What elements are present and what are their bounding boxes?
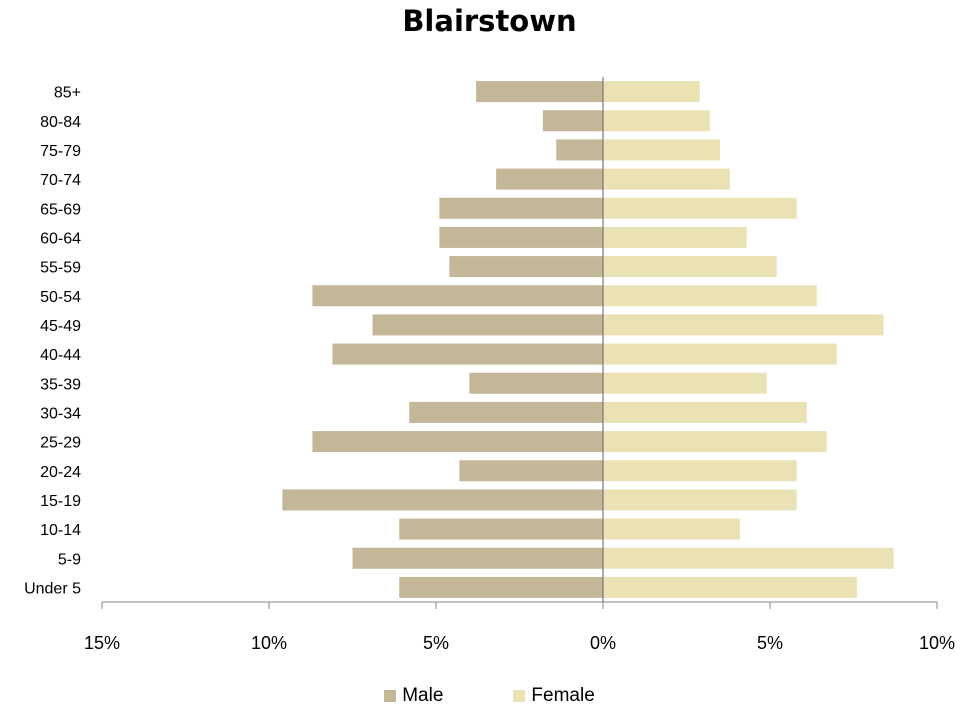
bar-male-20-24 <box>459 460 603 482</box>
y-tick-label: 20-24 <box>40 464 81 481</box>
bar-female-35-39 <box>603 372 767 394</box>
legend-swatch-male <box>384 690 397 702</box>
y-tick-label: 55-59 <box>40 260 81 277</box>
legend-swatch-female <box>513 690 526 702</box>
bar-female-5-9 <box>603 547 894 569</box>
bar-female-60-64 <box>603 226 747 248</box>
bar-female-65-69 <box>603 197 797 219</box>
x-tick-label: 5% <box>757 633 783 653</box>
bar-male-50-54 <box>312 285 603 307</box>
bar-male-80-84 <box>542 110 603 132</box>
y-tick-label: 60-64 <box>40 230 81 247</box>
y-tick-label: 50-54 <box>40 289 81 306</box>
bar-male-5-9 <box>352 547 603 569</box>
y-tick-label: 30-34 <box>40 405 81 422</box>
y-tick-label: 5-9 <box>58 551 81 568</box>
bar-female-85plus <box>603 81 700 103</box>
bar-male-65-69 <box>439 197 603 219</box>
bar-female-30-34 <box>603 401 807 423</box>
bar-female-under-5 <box>603 576 857 598</box>
bar-male-10-14 <box>399 518 603 540</box>
bar-male-35-39 <box>469 372 603 394</box>
y-tick-label: 80-84 <box>40 114 81 131</box>
bar-male-85plus <box>476 81 603 103</box>
bar-male-45-49 <box>372 314 603 336</box>
x-tick-label: 0% <box>590 633 616 653</box>
legend-item-female: Female <box>513 685 595 707</box>
y-tick-label: 75-79 <box>40 143 81 160</box>
bar-male-70-74 <box>496 168 603 190</box>
bar-female-40-44 <box>603 343 837 365</box>
y-tick-label: 15-19 <box>40 493 81 510</box>
y-tick-label: 70-74 <box>40 172 81 189</box>
y-tick-label: 25-29 <box>40 435 81 452</box>
y-tick-label: 10-14 <box>40 522 81 539</box>
bars-group <box>282 81 894 598</box>
bar-female-75-79 <box>603 139 720 161</box>
x-tick-label: 10% <box>919 633 955 653</box>
legend-label-female: Female <box>531 685 595 706</box>
bar-female-80-84 <box>603 110 710 132</box>
bar-female-50-54 <box>603 285 817 307</box>
x-axis-ticks: 15% 10% 5% 0% 5% 10% <box>84 602 955 653</box>
bar-male-75-79 <box>556 139 603 161</box>
y-tick-label: 65-69 <box>40 201 81 218</box>
y-tick-label: 85+ <box>54 85 81 102</box>
bar-female-10-14 <box>603 518 740 540</box>
bar-female-25-29 <box>603 431 827 453</box>
legend-label-male: Male <box>402 685 444 706</box>
y-axis-labels: 85+ 80-84 75-79 70-74 65-69 60-64 55-59 50-54 45… <box>24 85 81 598</box>
x-tick-label: 15% <box>84 633 120 653</box>
bar-male-15-19 <box>282 489 603 511</box>
x-tick-label: 10% <box>251 633 287 653</box>
bar-male-30-34 <box>409 401 603 423</box>
y-tick-label: 40-44 <box>40 347 81 364</box>
bar-male-25-29 <box>312 431 603 453</box>
bar-female-55-59 <box>603 256 777 278</box>
bar-male-55-59 <box>449 256 603 278</box>
bar-male-under-5 <box>399 576 603 598</box>
bar-female-20-24 <box>603 460 797 482</box>
chart-title: Blairstown <box>402 4 577 38</box>
bar-female-15-19 <box>603 489 797 511</box>
x-tick-label: 5% <box>423 633 449 653</box>
bar-female-70-74 <box>603 168 730 190</box>
legend-item-male: Male <box>384 685 443 707</box>
bar-female-45-49 <box>603 314 884 336</box>
y-tick-label: Under 5 <box>24 580 81 597</box>
bar-male-40-44 <box>332 343 603 365</box>
y-tick-label: 35-39 <box>40 376 81 393</box>
bar-male-60-64 <box>439 226 603 248</box>
y-tick-label: 45-49 <box>40 318 81 335</box>
legend: Male Female <box>0 685 979 707</box>
